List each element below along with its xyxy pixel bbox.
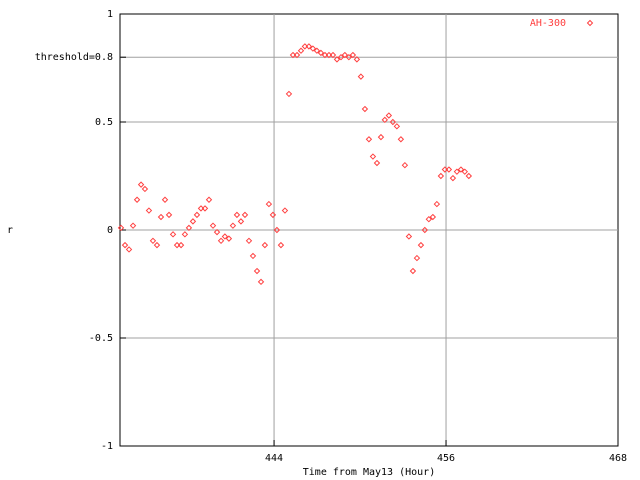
x-tick-label: 468	[609, 453, 627, 464]
point	[189, 218, 197, 225]
y-tick-label: 1	[107, 9, 113, 20]
point	[381, 116, 389, 124]
y-tick-label: 0	[107, 225, 113, 236]
point	[137, 181, 145, 188]
point	[405, 233, 413, 240]
point	[273, 226, 281, 234]
point	[241, 211, 249, 219]
point	[385, 112, 393, 119]
point	[277, 241, 285, 249]
point	[117, 224, 125, 232]
point	[245, 237, 253, 245]
point	[145, 207, 153, 214]
point	[249, 252, 257, 260]
point	[413, 254, 421, 262]
point	[153, 241, 161, 249]
legend-label: AH-300	[530, 18, 566, 29]
point	[393, 123, 401, 130]
point	[229, 222, 237, 229]
y-tick-label: threshold=0.8	[35, 52, 113, 63]
point	[261, 241, 269, 249]
point	[141, 185, 149, 193]
point	[193, 211, 201, 219]
point	[333, 56, 341, 63]
point	[361, 105, 369, 113]
point	[161, 196, 169, 203]
point	[125, 246, 133, 253]
legend-marker	[586, 19, 594, 27]
point	[121, 241, 129, 249]
point	[185, 224, 193, 232]
point	[353, 56, 361, 63]
point	[461, 168, 469, 175]
point	[433, 200, 441, 208]
x-tick-label: 456	[437, 453, 455, 464]
point	[457, 166, 465, 173]
point	[417, 241, 425, 249]
point	[429, 213, 437, 221]
point	[345, 53, 353, 61]
point	[201, 205, 209, 212]
point	[453, 168, 461, 175]
point	[209, 222, 217, 229]
point	[445, 166, 453, 173]
point	[269, 211, 277, 219]
point	[465, 172, 473, 180]
point	[317, 49, 325, 57]
point	[253, 267, 261, 275]
point	[425, 215, 433, 223]
point	[365, 136, 373, 143]
point	[181, 231, 189, 238]
point	[281, 207, 289, 214]
point	[233, 211, 241, 219]
point	[217, 237, 225, 245]
point	[133, 196, 141, 203]
point	[265, 200, 273, 208]
point	[377, 133, 385, 141]
point	[169, 231, 177, 238]
y-tick-label: 0.5	[95, 117, 113, 128]
point	[205, 196, 213, 203]
point	[373, 159, 381, 167]
point	[369, 153, 377, 160]
point	[293, 51, 301, 59]
point	[337, 53, 345, 61]
x-tick-label: 444	[265, 453, 283, 464]
point	[177, 241, 185, 249]
point	[341, 51, 349, 59]
point	[389, 118, 397, 126]
point	[149, 237, 157, 245]
point	[401, 161, 409, 169]
point	[257, 278, 265, 286]
point	[329, 51, 337, 59]
y-tick-label: -1	[101, 441, 113, 452]
point	[449, 174, 457, 182]
y-axis-label: r	[7, 225, 13, 236]
point	[349, 51, 357, 59]
point	[129, 222, 137, 229]
point	[213, 228, 221, 236]
point	[313, 47, 321, 54]
point	[357, 73, 365, 80]
x-axis-label: Time from May13 (Hour)	[303, 467, 435, 478]
point	[397, 136, 405, 143]
point	[285, 90, 293, 98]
point	[157, 213, 165, 221]
point	[309, 45, 317, 52]
point	[297, 47, 305, 54]
point	[221, 233, 229, 240]
point	[409, 267, 417, 275]
point	[437, 172, 445, 180]
point	[421, 226, 429, 234]
point	[165, 211, 173, 219]
point	[305, 43, 313, 50]
point	[237, 218, 245, 225]
point	[225, 235, 233, 242]
y-tick-label: -0.5	[89, 333, 113, 344]
